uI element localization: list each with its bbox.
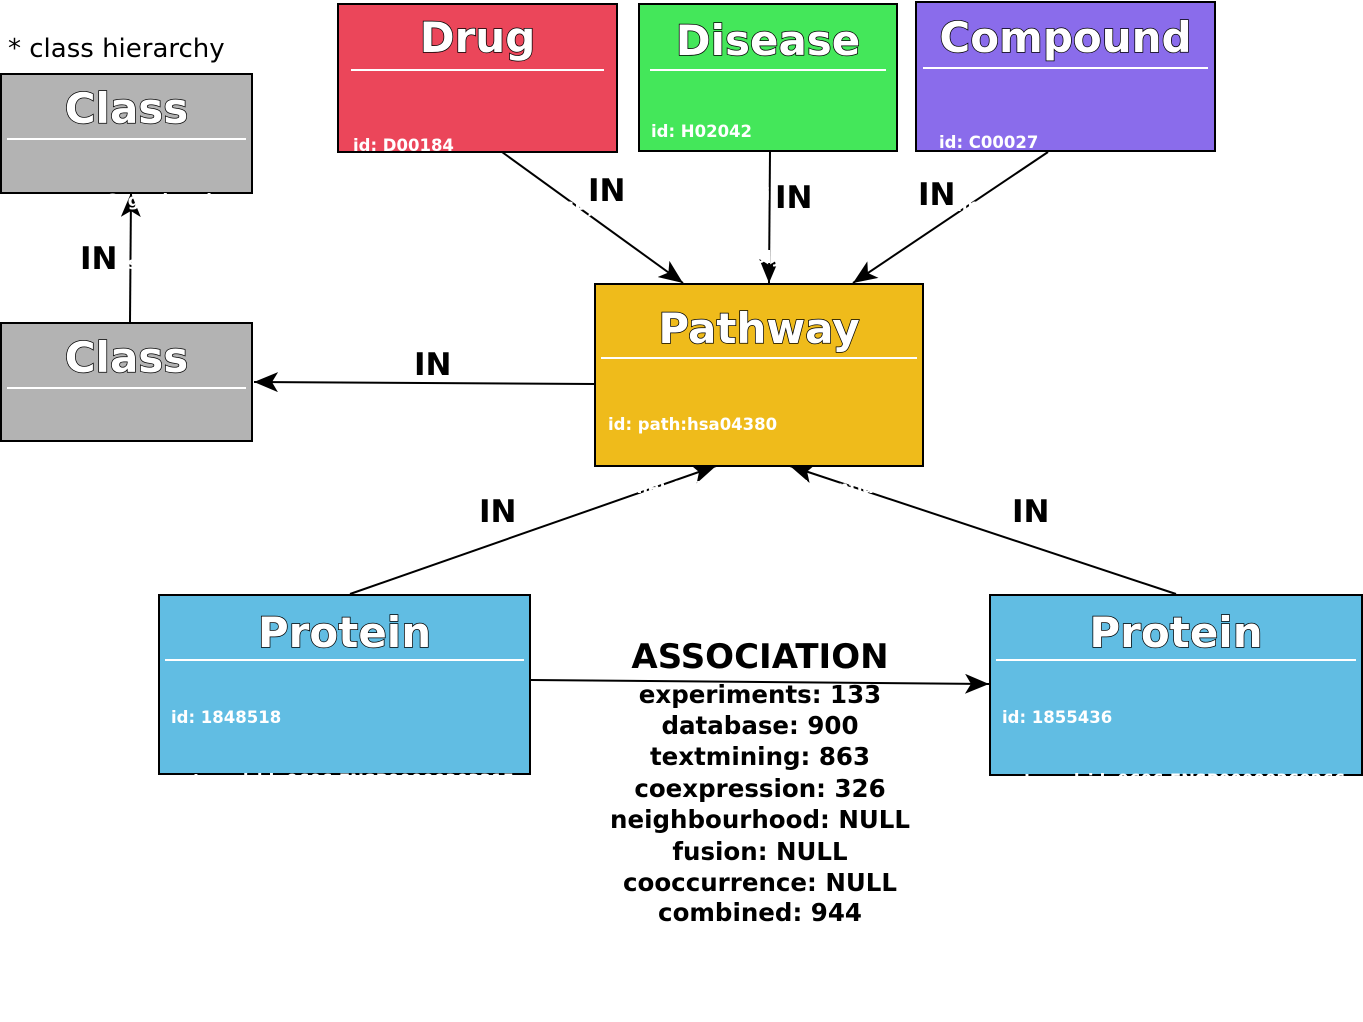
edge-label-protein-right-pathway: IN bbox=[1012, 494, 1050, 530]
edge-label-class-class: IN bbox=[80, 241, 118, 277]
compound-title: Compound bbox=[939, 13, 1193, 62]
protein-left-attr: external_id: 9606.ENSP00000303315 bbox=[171, 771, 515, 790]
class-top-divider bbox=[7, 138, 246, 140]
protein-left-divider bbox=[165, 659, 524, 661]
pathway-attr: species_id: 9606 bbox=[608, 604, 762, 623]
association-attr: cooccurrence: NULL bbox=[623, 868, 897, 897]
pathway-attr: name: Osteoclast differentiation bbox=[608, 478, 911, 497]
association-attr: combined: 944 bbox=[658, 898, 862, 927]
class-top-title: Class bbox=[64, 84, 189, 133]
edge-protein-association bbox=[530, 673, 990, 694]
protein-left-attr: description: Jun B proto-oncogene... bbox=[171, 897, 509, 916]
class-mid-divider bbox=[7, 387, 246, 389]
association-attr: experiments: 133 bbox=[638, 680, 882, 709]
edge-class-class bbox=[120, 192, 141, 323]
protein-right-attr: external_id: 9606.ENSP00000360266 bbox=[1002, 771, 1346, 790]
class-top-attr: name: Organismal bbox=[42, 191, 212, 210]
association-attr: database: 900 bbox=[661, 711, 859, 740]
edge-protein-right-pathway bbox=[789, 464, 1177, 595]
drug-attr: id: D00184 bbox=[353, 136, 454, 155]
protein-right-attr: description: Jun proto-oncogene... bbox=[1002, 897, 1321, 916]
class-node-top[interactable]: Class name: Organismal Systems bbox=[0, 73, 253, 273]
disease-attr: id: H02042 bbox=[651, 122, 753, 141]
protein-right-title: Protein bbox=[1089, 608, 1264, 657]
protein-right-attr: id: 1855436 bbox=[1002, 708, 1113, 727]
pathway-attr: description: The osteoclasts... bbox=[608, 541, 890, 560]
class-top-attr: Systems bbox=[42, 254, 184, 273]
protein-right-divider bbox=[996, 659, 1356, 661]
compound-attr: id: C00027 bbox=[939, 133, 1039, 152]
pathway-divider bbox=[601, 357, 917, 359]
edge-protein-left-pathway bbox=[349, 464, 717, 595]
pathway-attributes: id: path:hsa04380 name: Osteoclast diffe… bbox=[608, 372, 910, 666]
association-heading: ASSOCIATION bbox=[631, 637, 889, 677]
association-attr: fusion: NULL bbox=[672, 837, 848, 866]
disease-attributes: id: H02042 name: Familial expansile oste… bbox=[651, 79, 882, 310]
association-attr: neighbourhood: NULL bbox=[610, 805, 910, 834]
disease-node[interactable]: Disease id: H02042 name: Familial expans… bbox=[638, 3, 898, 267]
pathway-attr: id: path:hsa04380 bbox=[608, 415, 778, 434]
protein-node-right[interactable]: Protein id: 1855436 external_id: 9606.EN… bbox=[989, 594, 1363, 979]
edges-layer bbox=[120, 151, 1177, 694]
class-top-attributes: name: Organismal Systems bbox=[42, 148, 212, 316]
pathway-title: Pathway bbox=[658, 304, 861, 353]
pathway-node[interactable]: Pathway id: path:hsa04380 name: Osteocla… bbox=[594, 283, 924, 623]
protein-right-attr: name: JUN bbox=[1002, 834, 1105, 853]
drug-title: Drug bbox=[419, 13, 536, 62]
edge-label-pathway-class: IN bbox=[414, 347, 452, 383]
association-attr: textmining: 863 bbox=[649, 742, 871, 771]
disease-attr: osteolysis bbox=[651, 248, 808, 267]
class-mid-attributes: name: Development bbox=[33, 408, 220, 513]
compound-node[interactable]: Compound id: C00027 name: Hydrogen perox… bbox=[915, 1, 1216, 215]
association-attr: coexpression: 326 bbox=[634, 774, 886, 803]
class-hierarchy-note: * class hierarchy bbox=[8, 34, 225, 64]
drug-attributes: id: D00184 name: Cyclosporine (USP) bbox=[353, 93, 594, 261]
drug-attr: name: Cyclosporine (USP) bbox=[353, 199, 595, 218]
protein-right-attributes: id: 1855436 external_id: 9606.ENSP000003… bbox=[1002, 665, 1345, 1022]
protein-left-attr: id: 1848518 bbox=[171, 708, 282, 727]
compound-attr: name: Hydrogen peroxide bbox=[939, 196, 1181, 215]
disease-divider bbox=[650, 69, 886, 71]
edge-drug-pathway bbox=[501, 151, 684, 284]
compound-attributes: id: C00027 name: Hydrogen peroxide bbox=[939, 90, 1181, 258]
protein-left-attr: species_id: 9606 bbox=[171, 960, 325, 979]
disease-title: Disease bbox=[675, 16, 861, 65]
edge-label-protein-left-pathway: IN bbox=[479, 494, 517, 530]
protein-left-attr: name: JUNB bbox=[171, 834, 287, 853]
class-mid-title: Class bbox=[64, 333, 189, 382]
class-mid-attr: name: Development bbox=[33, 451, 221, 470]
drug-divider bbox=[351, 69, 604, 71]
edge-disease-pathway bbox=[759, 151, 780, 284]
drug-node[interactable]: Drug id: D00184 name: Cyclosporine (USP) bbox=[337, 3, 618, 218]
protein-right-attr: species_id: 9606 bbox=[1002, 960, 1156, 979]
class-node-development[interactable]: Class name: Development bbox=[0, 322, 253, 470]
edge-label-disease-pathway: IN bbox=[775, 180, 813, 216]
compound-divider bbox=[923, 67, 1208, 69]
edge-compound-pathway bbox=[852, 151, 1049, 284]
disease-attr: name: Familial expansile bbox=[651, 185, 882, 204]
protein-left-title: Protein bbox=[257, 608, 432, 657]
protein-left-attributes: id: 1848518 external_id: 9606.ENSP000003… bbox=[171, 665, 514, 1022]
protein-node-left[interactable]: Protein id: 1848518 external_id: 9606.EN… bbox=[158, 594, 531, 979]
edge-label-drug-pathway: IN bbox=[588, 173, 626, 209]
edge-pathway-class bbox=[253, 372, 596, 393]
edge-label-compound-pathway: IN bbox=[918, 177, 956, 213]
